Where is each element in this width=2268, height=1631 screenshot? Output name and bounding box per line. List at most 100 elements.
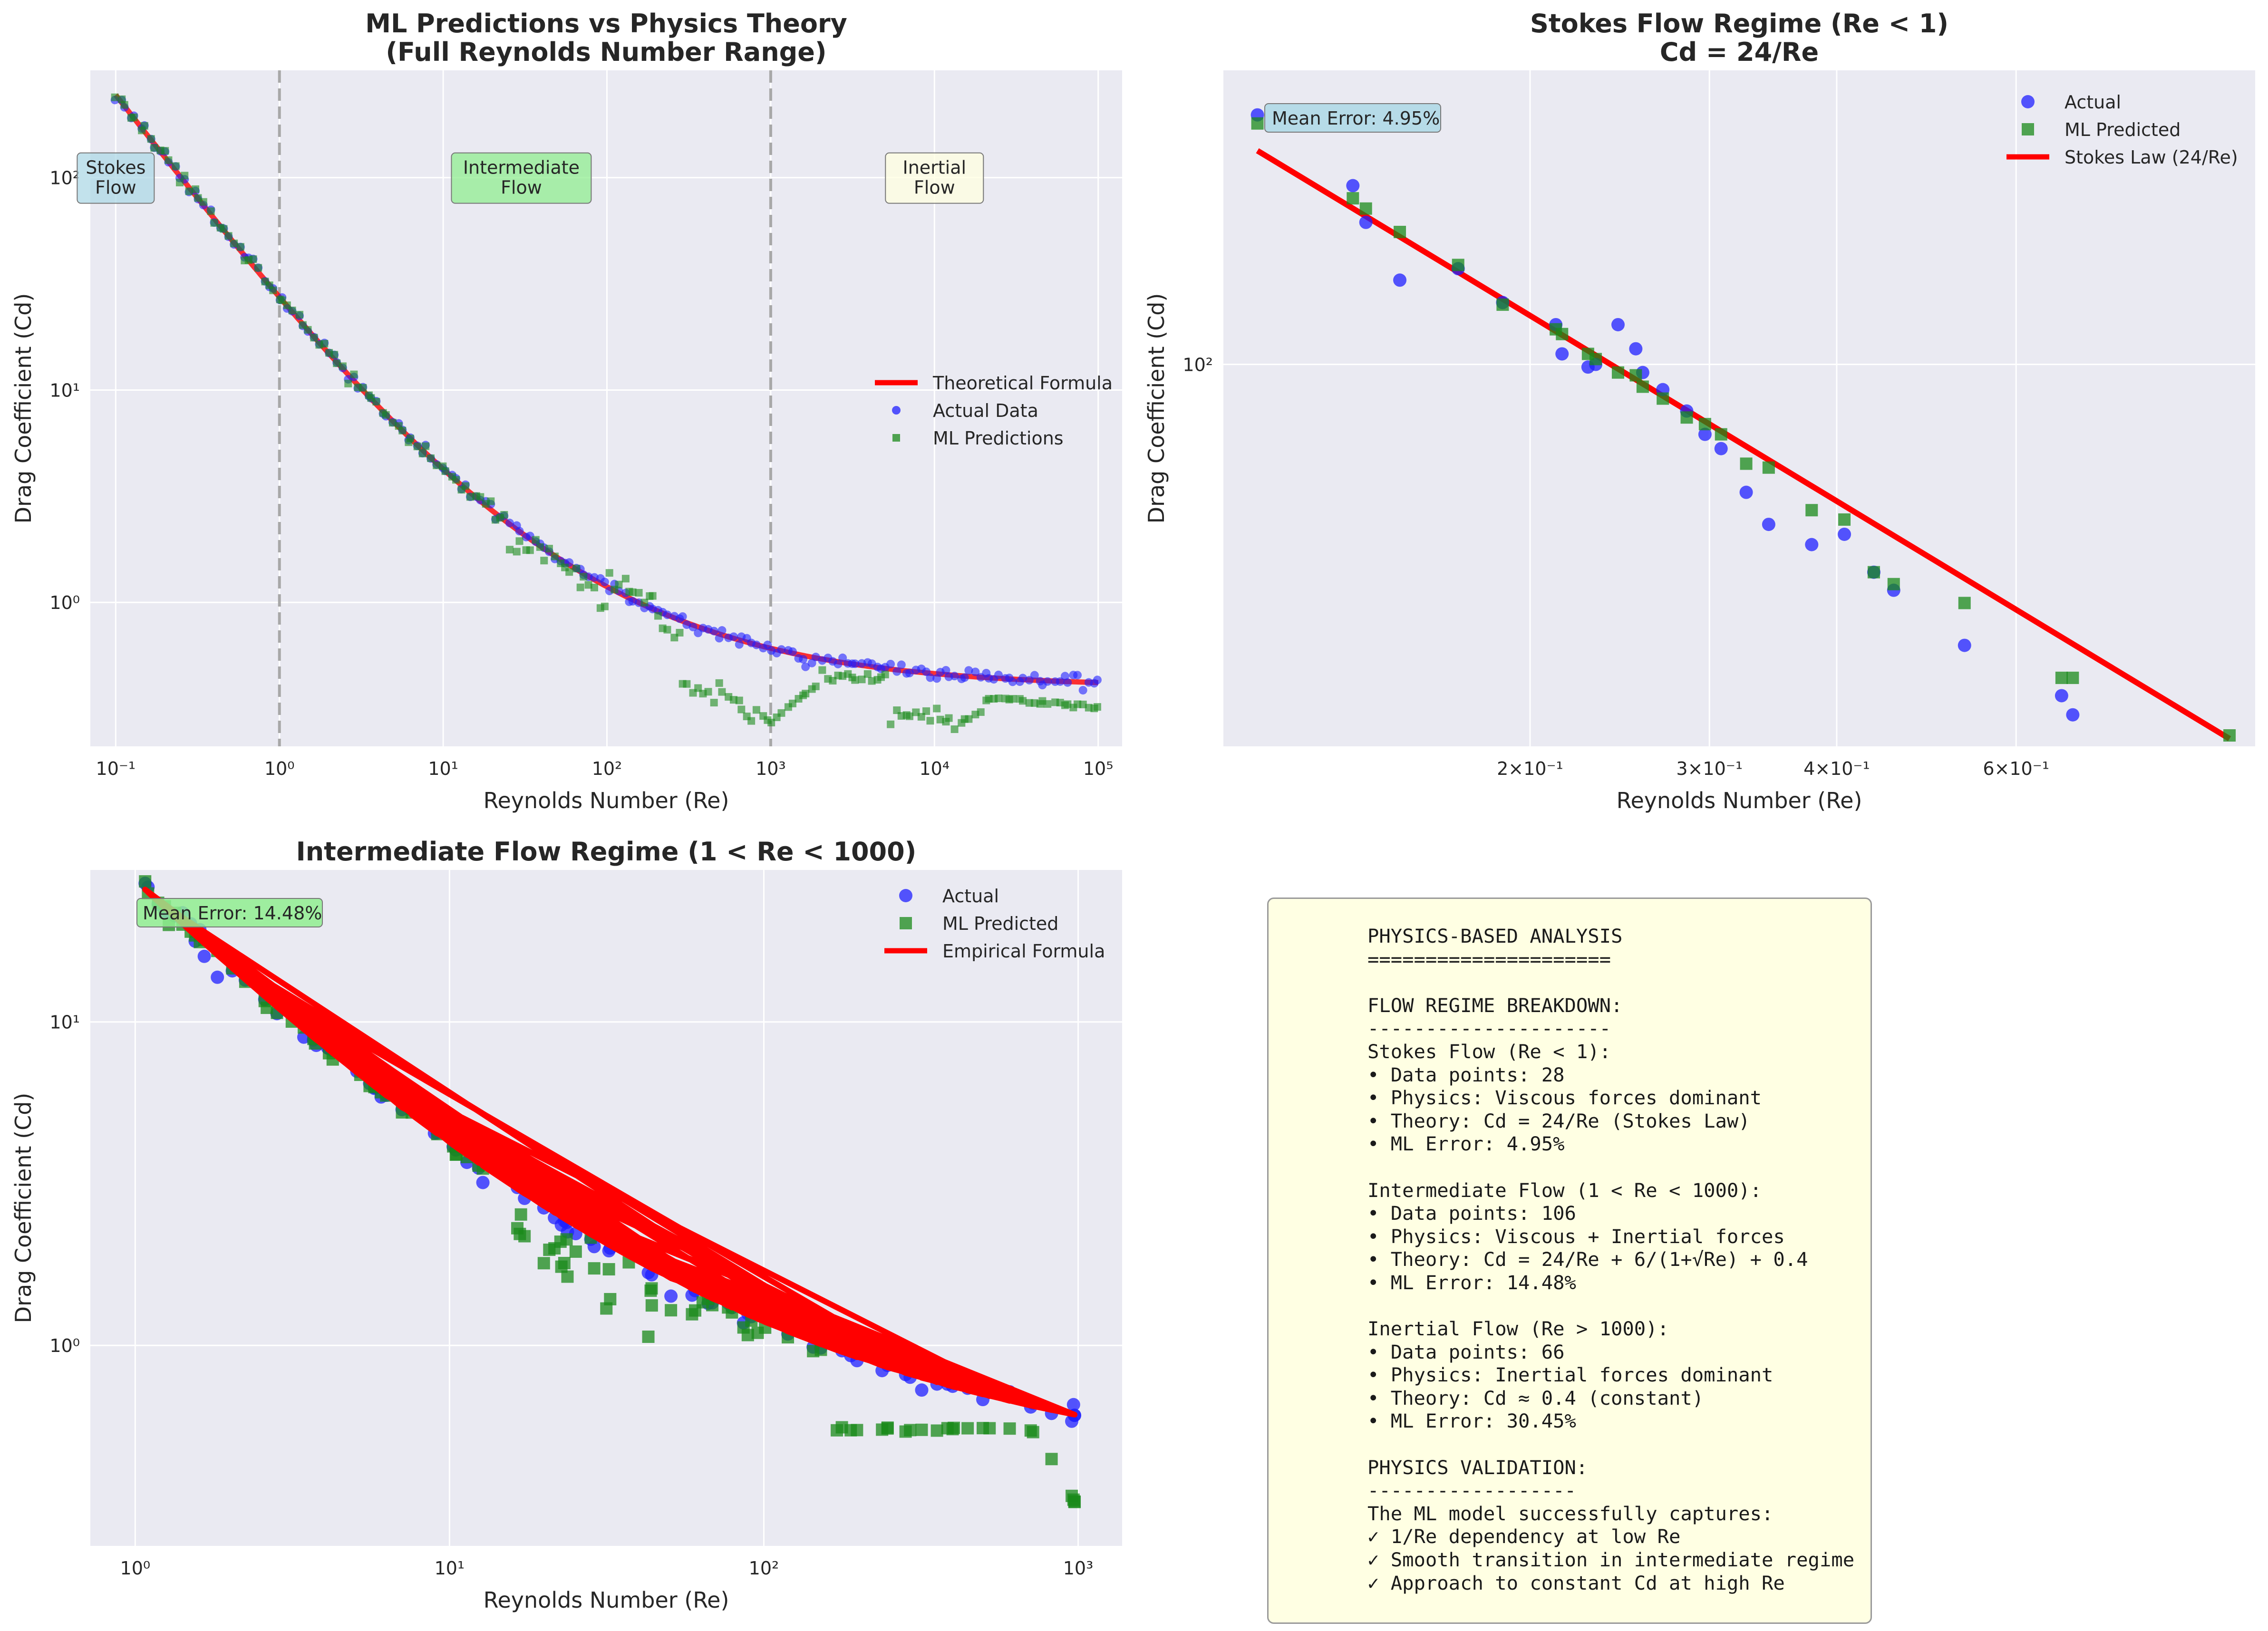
actual-point <box>1555 347 1569 361</box>
ml-predicted-point <box>1003 1422 1016 1435</box>
legend-label: Actual <box>942 886 999 907</box>
ml-predicted-point <box>569 1245 582 1258</box>
ml-predicted-point <box>807 1345 820 1358</box>
ml-predicted-point <box>948 1421 960 1434</box>
actual-point <box>197 949 211 963</box>
ml-prediction-point <box>818 666 826 674</box>
actual-data-point <box>905 668 914 677</box>
plot-area <box>1223 70 2255 746</box>
actual-data-point <box>1056 677 1065 686</box>
ml-prediction-point <box>887 720 895 728</box>
ml-prediction-point <box>269 286 277 294</box>
actual-point <box>664 1289 678 1303</box>
ml-prediction-point <box>802 689 810 697</box>
ml-prediction-point <box>476 493 485 501</box>
ml-predicted-point <box>1805 504 1818 517</box>
actual-data-point <box>932 674 941 683</box>
actual-data-point <box>1018 674 1027 683</box>
x-tick-label: 10¹ <box>428 758 458 779</box>
actual-point <box>2055 689 2068 703</box>
ml-prediction-point <box>418 450 426 458</box>
regime-annotation-label: Flow <box>95 177 136 198</box>
legend-square-swatch <box>2022 123 2034 135</box>
ml-predicted-point <box>602 1263 615 1276</box>
ml-prediction-point <box>812 682 820 690</box>
ml-prediction-point <box>466 493 474 501</box>
regime-annotation-label: Intermediate <box>463 157 580 178</box>
ml-predicted-point <box>518 1230 531 1243</box>
actual-data-point <box>709 627 718 636</box>
chart-title: Cd = 24/Re <box>1660 37 1819 67</box>
ml-prediction-point <box>224 232 233 240</box>
actual-point <box>476 1176 490 1189</box>
ml-prediction-point <box>950 725 959 733</box>
actual-data-point <box>752 640 761 649</box>
ml-predicted-point <box>1556 328 1569 340</box>
actual-point <box>211 970 224 984</box>
ml-predicted-point <box>139 875 152 888</box>
legend-label: Theoretical Formula <box>932 373 1113 394</box>
ml-prediction-point <box>296 310 304 318</box>
ml-predicted-point <box>876 1423 889 1436</box>
ml-predicted-point <box>1680 411 1693 424</box>
mean-error-box <box>136 898 323 927</box>
actual-data-point <box>851 659 860 668</box>
x-tick-label: 4×10⁻¹ <box>1803 758 1870 779</box>
ml-predicted-point <box>930 1424 943 1437</box>
x-axis-label: Reynolds Number (Re) <box>484 1587 729 1613</box>
ml-predicted-point <box>904 1424 917 1437</box>
ml-prediction-point <box>359 384 367 392</box>
ml-prediction-point <box>441 467 449 475</box>
ml-predicted-point <box>1452 259 1464 271</box>
ml-prediction-point <box>339 362 347 370</box>
legend-square-swatch <box>892 434 900 442</box>
ml-predicted-point <box>514 1208 527 1221</box>
actual-data-point <box>801 662 810 671</box>
ml-prediction-point <box>1064 700 1072 708</box>
ml-prediction-point <box>500 511 508 519</box>
ml-prediction-point <box>615 580 623 589</box>
x-tick-label: 10⁵ <box>1083 758 1114 779</box>
ml-prediction-point <box>175 178 184 186</box>
ml-prediction-point <box>388 419 397 427</box>
ml-predicted-point <box>1629 369 1642 382</box>
ml-predicted-point <box>645 1299 658 1312</box>
actual-data-point <box>1008 677 1017 686</box>
ml-prediction-point <box>210 219 218 227</box>
ml-prediction-point <box>140 122 148 130</box>
ml-predicted-point <box>1251 117 1264 130</box>
actual-point <box>1958 638 1971 652</box>
ml-prediction-point <box>545 545 553 553</box>
ml-prediction-point <box>576 583 584 591</box>
y-axis-label: Drag Coefficient (Cd) <box>1144 293 1169 524</box>
x-axis-label: Reynolds Number (Re) <box>1617 788 1862 813</box>
x-tick-label: 10⁰ <box>120 1558 151 1579</box>
ml-prediction-point <box>310 334 318 342</box>
ml-prediction-point <box>333 359 341 367</box>
ml-predicted-point <box>600 1302 613 1315</box>
ml-prediction-point <box>130 113 138 121</box>
ml-predicted-point <box>1740 457 1753 470</box>
stokes-law-line <box>1256 148 2231 742</box>
ml-prediction-point <box>580 573 588 581</box>
ml-predicted-point <box>1045 1453 1058 1466</box>
chart-stokes-regime: 2×10⁻¹ 3×10⁻¹ 4×10⁻¹ 6×10⁻¹ 10² Reynolds Numb… <box>1144 9 2255 813</box>
actual-data-point <box>688 623 698 632</box>
ml-predicted-point <box>977 1422 989 1435</box>
x-axis-label: Reynolds Number (Re) <box>484 788 729 813</box>
ml-predicted-point <box>851 1424 863 1437</box>
y-tick-label: 10¹ <box>49 1012 80 1033</box>
ml-prediction-point <box>881 670 889 678</box>
ml-prediction-point <box>372 397 380 405</box>
actual-data-point <box>838 653 847 662</box>
ml-prediction-point <box>747 717 756 725</box>
ml-prediction-point <box>406 434 414 443</box>
ml-prediction-point <box>111 93 119 101</box>
ml-predicted-point <box>1958 597 1971 609</box>
ml-predicted-point <box>2223 729 2236 742</box>
actual-data-point <box>1093 676 1102 685</box>
ml-prediction-point <box>330 351 339 359</box>
actual-point <box>1714 442 1728 455</box>
ml-prediction-point <box>863 670 872 678</box>
